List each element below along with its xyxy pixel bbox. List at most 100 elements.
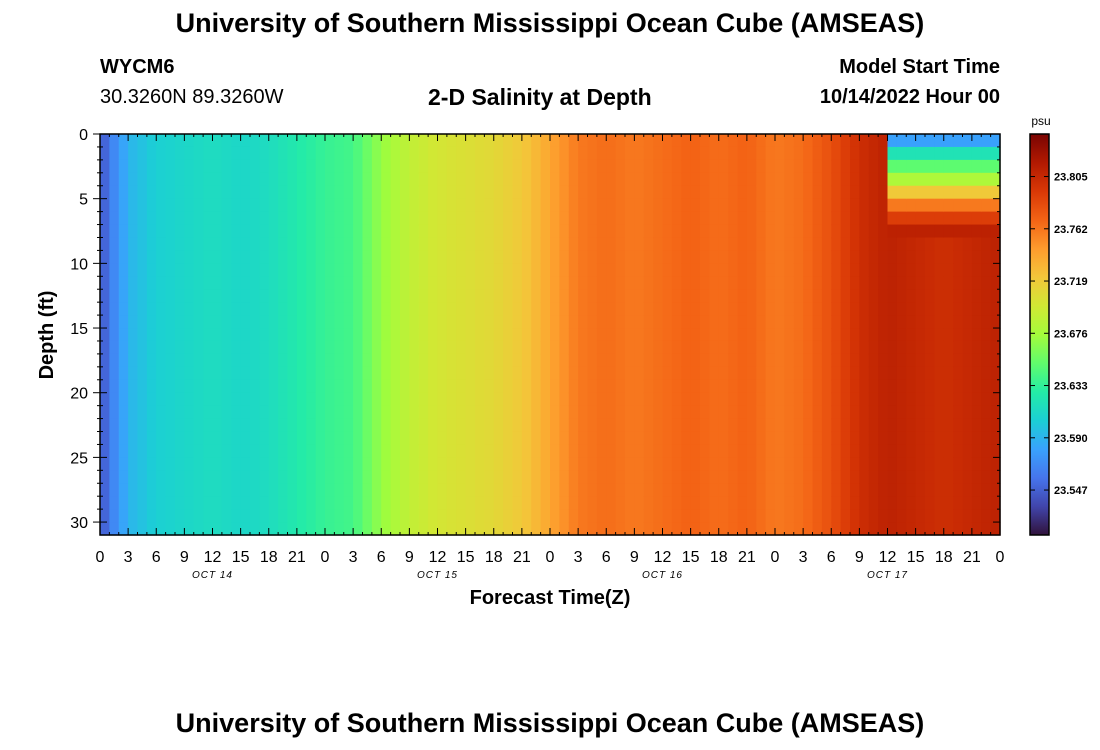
heatmap-cell (250, 134, 260, 148)
heatmap-cell (737, 237, 748, 252)
heatmap-cell (278, 185, 289, 200)
heatmap-cell (240, 509, 251, 523)
heatmap-cell (859, 418, 870, 433)
heatmap-cell (700, 237, 710, 252)
heatmap-cell (175, 134, 185, 148)
heatmap-cell (896, 302, 907, 316)
heatmap-cell (653, 340, 664, 355)
heatmap-cell (146, 457, 157, 471)
heatmap-cell (231, 263, 242, 277)
heatmap-cell (775, 134, 785, 148)
heatmap-cell (493, 328, 504, 342)
heatmap-cell (784, 224, 795, 239)
heatmap-cell (596, 392, 607, 407)
heatmap-cell (681, 444, 692, 458)
heatmap-cell (184, 276, 195, 290)
heatmap-cell (962, 418, 973, 433)
heatmap-cell (287, 418, 298, 433)
heatmap-cell (793, 470, 804, 484)
heatmap-cell (381, 522, 392, 536)
heatmap-cell (943, 146, 954, 161)
heatmap-cell (512, 470, 523, 484)
heatmap-cell (896, 418, 907, 433)
heatmap-cell (915, 134, 926, 148)
heatmap-cell (250, 483, 260, 497)
heatmap-cell (746, 379, 757, 394)
heatmap-cell (203, 315, 214, 329)
x-tick-label: 18 (935, 549, 953, 566)
heatmap-cell (925, 470, 935, 484)
heatmap-cell (175, 470, 185, 484)
heatmap-cell (437, 405, 448, 420)
heatmap-cell (850, 366, 860, 381)
heatmap-cell (100, 392, 110, 407)
heatmap-cell (259, 134, 270, 148)
heatmap-cell (268, 328, 279, 342)
heatmap-cell (437, 522, 448, 536)
heatmap-cell (100, 444, 110, 458)
heatmap-cell (606, 457, 617, 471)
heatmap-cell (362, 211, 373, 226)
heatmap-cell (859, 134, 870, 148)
heatmap-cell (671, 224, 682, 239)
heatmap-cell (212, 146, 223, 161)
heatmap-cell (193, 366, 204, 381)
heatmap-cell (540, 211, 551, 226)
heatmap-cell (465, 276, 476, 290)
heatmap-cell (709, 418, 720, 433)
heatmap-cell (221, 340, 232, 355)
heatmap-cell (953, 457, 964, 471)
heatmap-cell (700, 444, 710, 458)
heatmap-cell (925, 444, 935, 458)
heatmap-cell (943, 185, 954, 200)
heatmap-cell (559, 483, 570, 497)
heatmap-cell (812, 418, 823, 433)
heatmap-cell (568, 224, 579, 239)
heatmap-cell (737, 276, 748, 290)
heatmap-cell (325, 276, 335, 290)
heatmap-cell (259, 418, 270, 433)
heatmap-cell (212, 392, 223, 407)
heatmap-cell (943, 250, 954, 264)
heatmap-cell (296, 431, 307, 446)
heatmap-cell (793, 444, 804, 458)
heatmap-cell (662, 340, 673, 355)
heatmap-cell (906, 353, 917, 368)
heatmap-cell (700, 379, 710, 394)
heatmap-cell (737, 185, 748, 200)
heatmap-cell (775, 315, 785, 329)
heatmap-cell (128, 276, 139, 290)
heatmap-cell (137, 146, 148, 161)
heatmap-cell (259, 353, 270, 368)
heatmap-cell (784, 470, 795, 484)
heatmap-cell (315, 366, 326, 381)
heatmap-cell (475, 289, 485, 303)
heatmap-cell (475, 457, 485, 471)
heatmap-cell (428, 405, 439, 420)
heatmap-cell (278, 418, 289, 433)
heatmap-cell (803, 353, 814, 368)
heatmap-cell (371, 509, 382, 523)
heatmap-cell (146, 470, 157, 484)
heatmap-cell (531, 379, 542, 394)
heatmap-cell (137, 522, 148, 536)
heatmap-cell (503, 172, 514, 187)
heatmap-cell (306, 276, 317, 290)
heatmap-cell (475, 159, 485, 174)
heatmap-cell (606, 224, 617, 239)
heatmap-cell (437, 328, 448, 342)
heatmap-cell (540, 172, 551, 187)
heatmap-cell (953, 276, 964, 290)
heatmap-cell (428, 392, 439, 407)
heatmap-cell (400, 315, 410, 329)
heatmap-cell (896, 198, 907, 213)
heatmap-cell (831, 315, 842, 329)
heatmap-cell (203, 444, 214, 458)
heatmap-cell (118, 328, 129, 342)
heatmap-cell (146, 353, 157, 368)
heatmap-cell (109, 263, 120, 277)
heatmap-cell (737, 470, 748, 484)
heatmap-cell (981, 444, 992, 458)
heatmap-cell (521, 509, 532, 523)
heatmap-cell (728, 134, 739, 148)
